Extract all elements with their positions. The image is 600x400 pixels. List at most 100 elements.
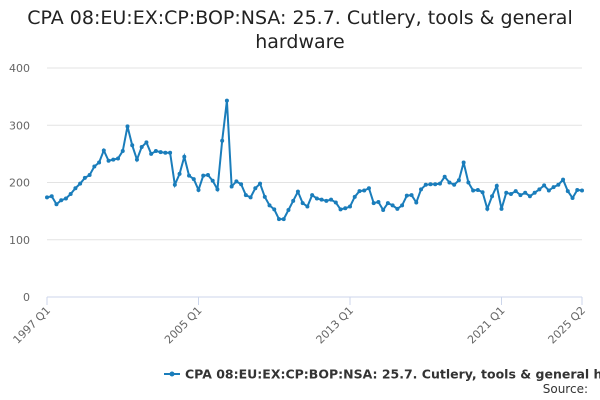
point (229, 184, 234, 189)
point (518, 193, 523, 198)
point (210, 178, 215, 183)
point (168, 150, 173, 155)
point (215, 187, 220, 192)
x-tick-label: 2025 Q2 (546, 304, 589, 347)
point (523, 190, 528, 195)
point (201, 173, 206, 178)
point (471, 188, 476, 193)
point (371, 201, 376, 206)
point (144, 140, 149, 145)
point (409, 193, 414, 198)
point (68, 191, 73, 196)
point (442, 174, 447, 179)
x-tick-label: 2021 Q1 (465, 304, 508, 347)
point (385, 201, 390, 206)
x-tick-label: 2005 Q1 (162, 304, 205, 347)
point (504, 190, 509, 195)
point (220, 138, 225, 143)
point (134, 157, 139, 162)
point (348, 204, 353, 209)
point (338, 207, 343, 212)
point (532, 190, 537, 195)
point (87, 173, 92, 178)
point (499, 206, 504, 211)
chart-title: CPA 08:EU:EX:CP:BOP:NSA: 25.7. Cutlery, … (27, 7, 573, 53)
point (63, 196, 68, 201)
point (575, 187, 580, 192)
point (428, 182, 433, 187)
point (172, 182, 177, 187)
point (362, 188, 367, 193)
point (101, 148, 106, 153)
point (310, 193, 315, 198)
point (158, 150, 163, 155)
point (466, 180, 471, 185)
point (196, 187, 201, 192)
point (395, 206, 400, 211)
point (177, 171, 182, 176)
point (258, 181, 263, 186)
point (333, 200, 338, 205)
point (248, 195, 253, 200)
point (580, 188, 584, 193)
point (191, 177, 196, 182)
point (551, 185, 556, 190)
point (390, 203, 395, 208)
point (276, 217, 281, 222)
series-line (46, 100, 583, 221)
point (475, 187, 480, 192)
point (490, 194, 495, 199)
point (243, 193, 248, 198)
point (513, 189, 518, 194)
point (239, 182, 244, 187)
point (300, 201, 305, 206)
point (508, 191, 513, 196)
y-tick-label: 400 (9, 62, 30, 75)
point (494, 183, 499, 188)
source: Source: (543, 382, 588, 396)
point (111, 157, 116, 162)
point (78, 181, 83, 186)
point (329, 197, 334, 202)
legend-label: CPA 08:EU:EX:CP:BOP:NSA: 25.7. Cutlery, … (185, 367, 600, 382)
y-tick-label: 300 (9, 119, 30, 132)
point (343, 206, 348, 211)
point (527, 194, 532, 199)
point (286, 207, 291, 212)
x-tick-label: 2013 Q1 (314, 304, 357, 347)
x-tick-label: 1997 Q1 (11, 304, 54, 347)
point (182, 154, 187, 159)
point (49, 194, 54, 199)
point (59, 198, 64, 203)
point (433, 182, 438, 187)
point (542, 183, 547, 188)
point (561, 177, 566, 182)
point (281, 217, 286, 222)
point (447, 180, 452, 185)
point (324, 198, 329, 203)
point (205, 173, 210, 178)
point (130, 143, 135, 148)
point (570, 195, 575, 200)
point (376, 199, 381, 204)
point (163, 150, 168, 155)
point (54, 202, 59, 207)
point (267, 203, 272, 208)
point (125, 124, 130, 129)
point (45, 195, 49, 200)
point (352, 194, 357, 199)
point (404, 193, 409, 198)
point (565, 189, 570, 194)
point (480, 190, 485, 195)
y-tick-label: 0 (23, 291, 30, 304)
point (537, 187, 542, 192)
point (452, 182, 457, 187)
point (116, 156, 121, 161)
point (295, 189, 300, 194)
point (414, 200, 419, 205)
point (556, 182, 561, 187)
point (456, 178, 461, 183)
legend-marker (169, 371, 175, 377)
